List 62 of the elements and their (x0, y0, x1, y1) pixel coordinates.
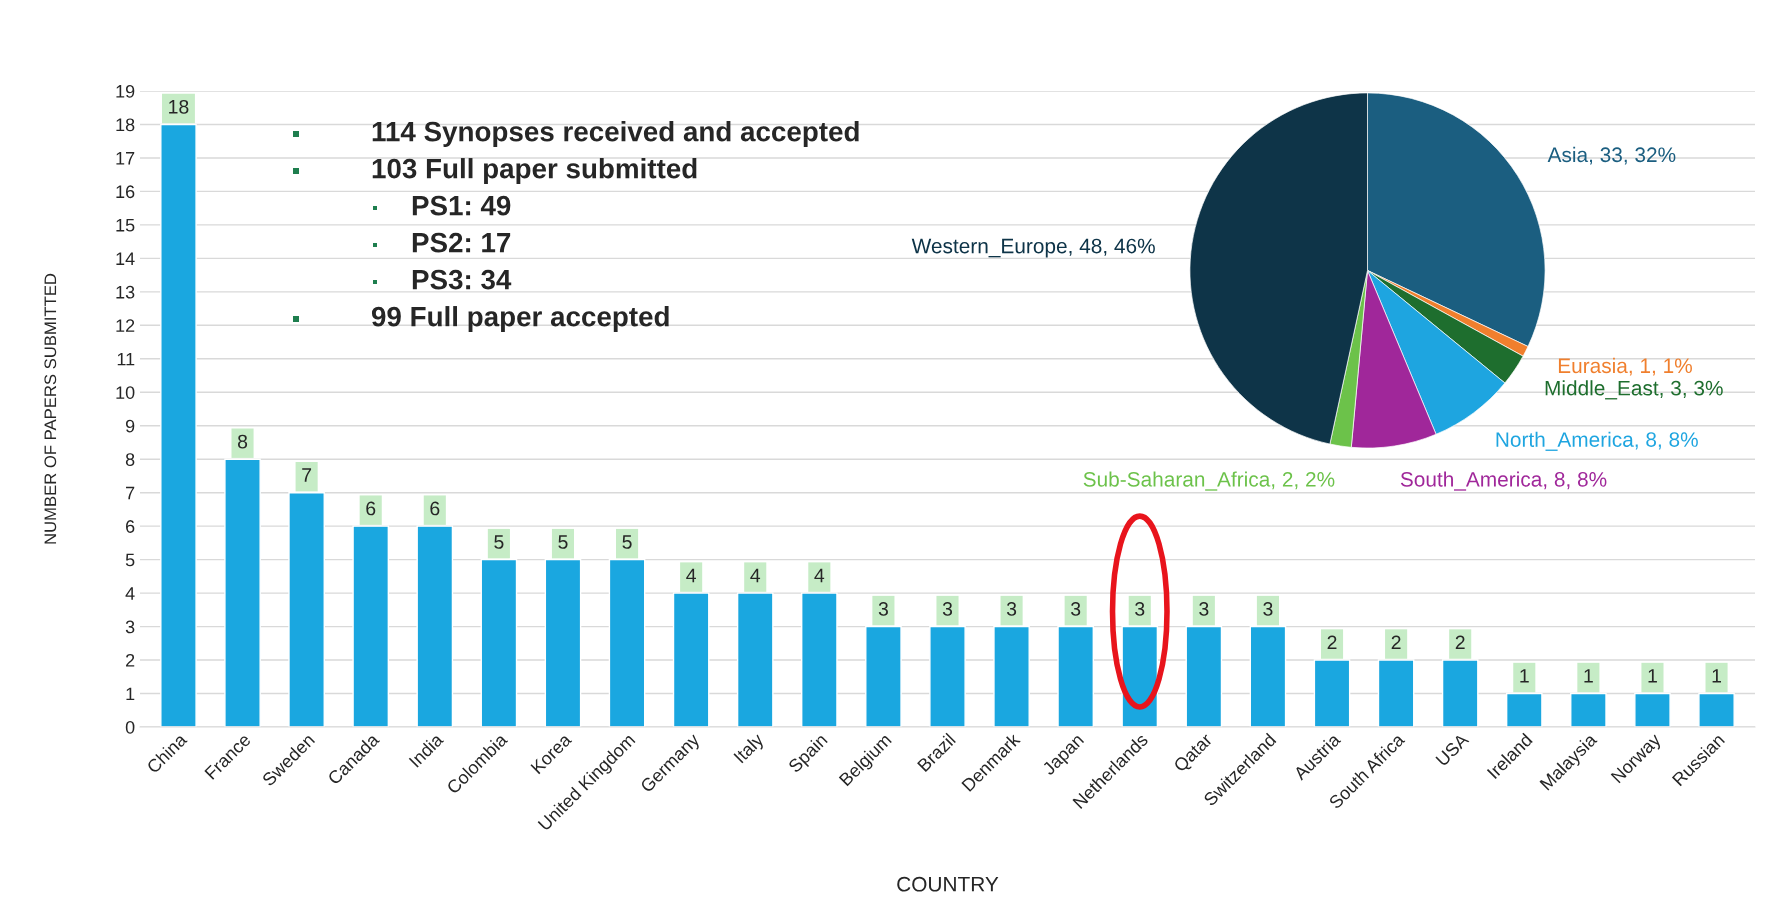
data-label: 1 (1712, 669, 1722, 683)
annotation: 114 Synopses received and accepted (372, 121, 859, 147)
data-label: 3 (1006, 602, 1017, 616)
data-label: 4 (750, 568, 761, 583)
data-label: 6 (430, 501, 440, 516)
annotation: PS1: 49 (412, 195, 511, 216)
y-tick-label: 13 (116, 285, 135, 299)
data-label: 1 (1520, 669, 1529, 683)
data-label: 3 (1263, 602, 1273, 616)
annotation: PS3: 34 (412, 269, 512, 290)
y-tick-label: 8 (125, 453, 135, 466)
y-axis-title: NUMBER OF PAPERS SUBMITTED (44, 273, 57, 544)
slice-label: Middle_East, 3, 3% (1545, 380, 1723, 400)
x-axis-title: COUNTRY (897, 876, 999, 892)
x-tick-label: USA (1435, 732, 1470, 767)
data-label: 2 (1455, 635, 1465, 650)
slice-label: Sub-Saharan_Africa, 2, 2% (1083, 471, 1335, 491)
y-tick-label: 3 (125, 620, 135, 634)
y-tick-label: 18 (116, 118, 135, 132)
y-tick-label: 17 (116, 152, 135, 165)
y-tick-label: 1 (126, 687, 135, 701)
data-label: 2 (1327, 635, 1337, 650)
data-label: 3 (1071, 602, 1081, 616)
data-label: 3 (1199, 602, 1209, 616)
data-label: 3 (942, 602, 953, 616)
slice-label: Asia, 33, 32% (1547, 146, 1676, 165)
annotation: 103 Full paper submitted (372, 158, 697, 184)
data-label: 4 (686, 568, 696, 583)
data-label: 4 (814, 568, 825, 583)
y-tick-label: 2 (126, 653, 135, 667)
data-label: 5 (558, 535, 568, 549)
annotation: 99 Full paper accepted (371, 306, 669, 332)
annotation: PS2: 17 (412, 232, 511, 253)
data-label: 6 (366, 501, 376, 516)
slice-label: North_America, 8, 8% (1496, 431, 1698, 451)
data-label: 7 (302, 468, 312, 482)
y-tick-label: 4 (125, 587, 135, 600)
data-label: 1 (1648, 669, 1657, 683)
data-label: 3 (878, 602, 888, 616)
data-label: 8 (237, 434, 248, 449)
y-tick-label: 11 (117, 352, 135, 366)
y-tick-label: 9 (125, 419, 135, 433)
data-label: 18 (169, 99, 189, 114)
x-tick-label: Italy (733, 731, 768, 766)
y-tick-label: 16 (116, 185, 135, 199)
data-label: 5 (494, 535, 504, 549)
slice-label: Western_Europe, 48, 46% (911, 238, 1155, 258)
data-label: 3 (1135, 602, 1145, 616)
y-tick-label: 10 (116, 386, 135, 399)
y-tick-label: 15 (116, 219, 135, 232)
y-tick-label: 14 (116, 252, 135, 265)
data-label: 5 (622, 535, 632, 549)
y-tick-label: 12 (116, 319, 135, 332)
y-tick-label: 5 (125, 553, 135, 567)
y-tick-label: 0 (125, 720, 135, 734)
data-label: 1 (1584, 669, 1593, 683)
data-label: 2 (1391, 635, 1401, 650)
slice-label: Eurasia, 1, 1% (1558, 357, 1692, 376)
y-tick-label: 6 (126, 520, 135, 533)
y-tick-label: 7 (126, 486, 135, 500)
y-tick-label: 19 (116, 84, 135, 98)
slice-label: South_America, 8, 8% (1400, 471, 1607, 491)
